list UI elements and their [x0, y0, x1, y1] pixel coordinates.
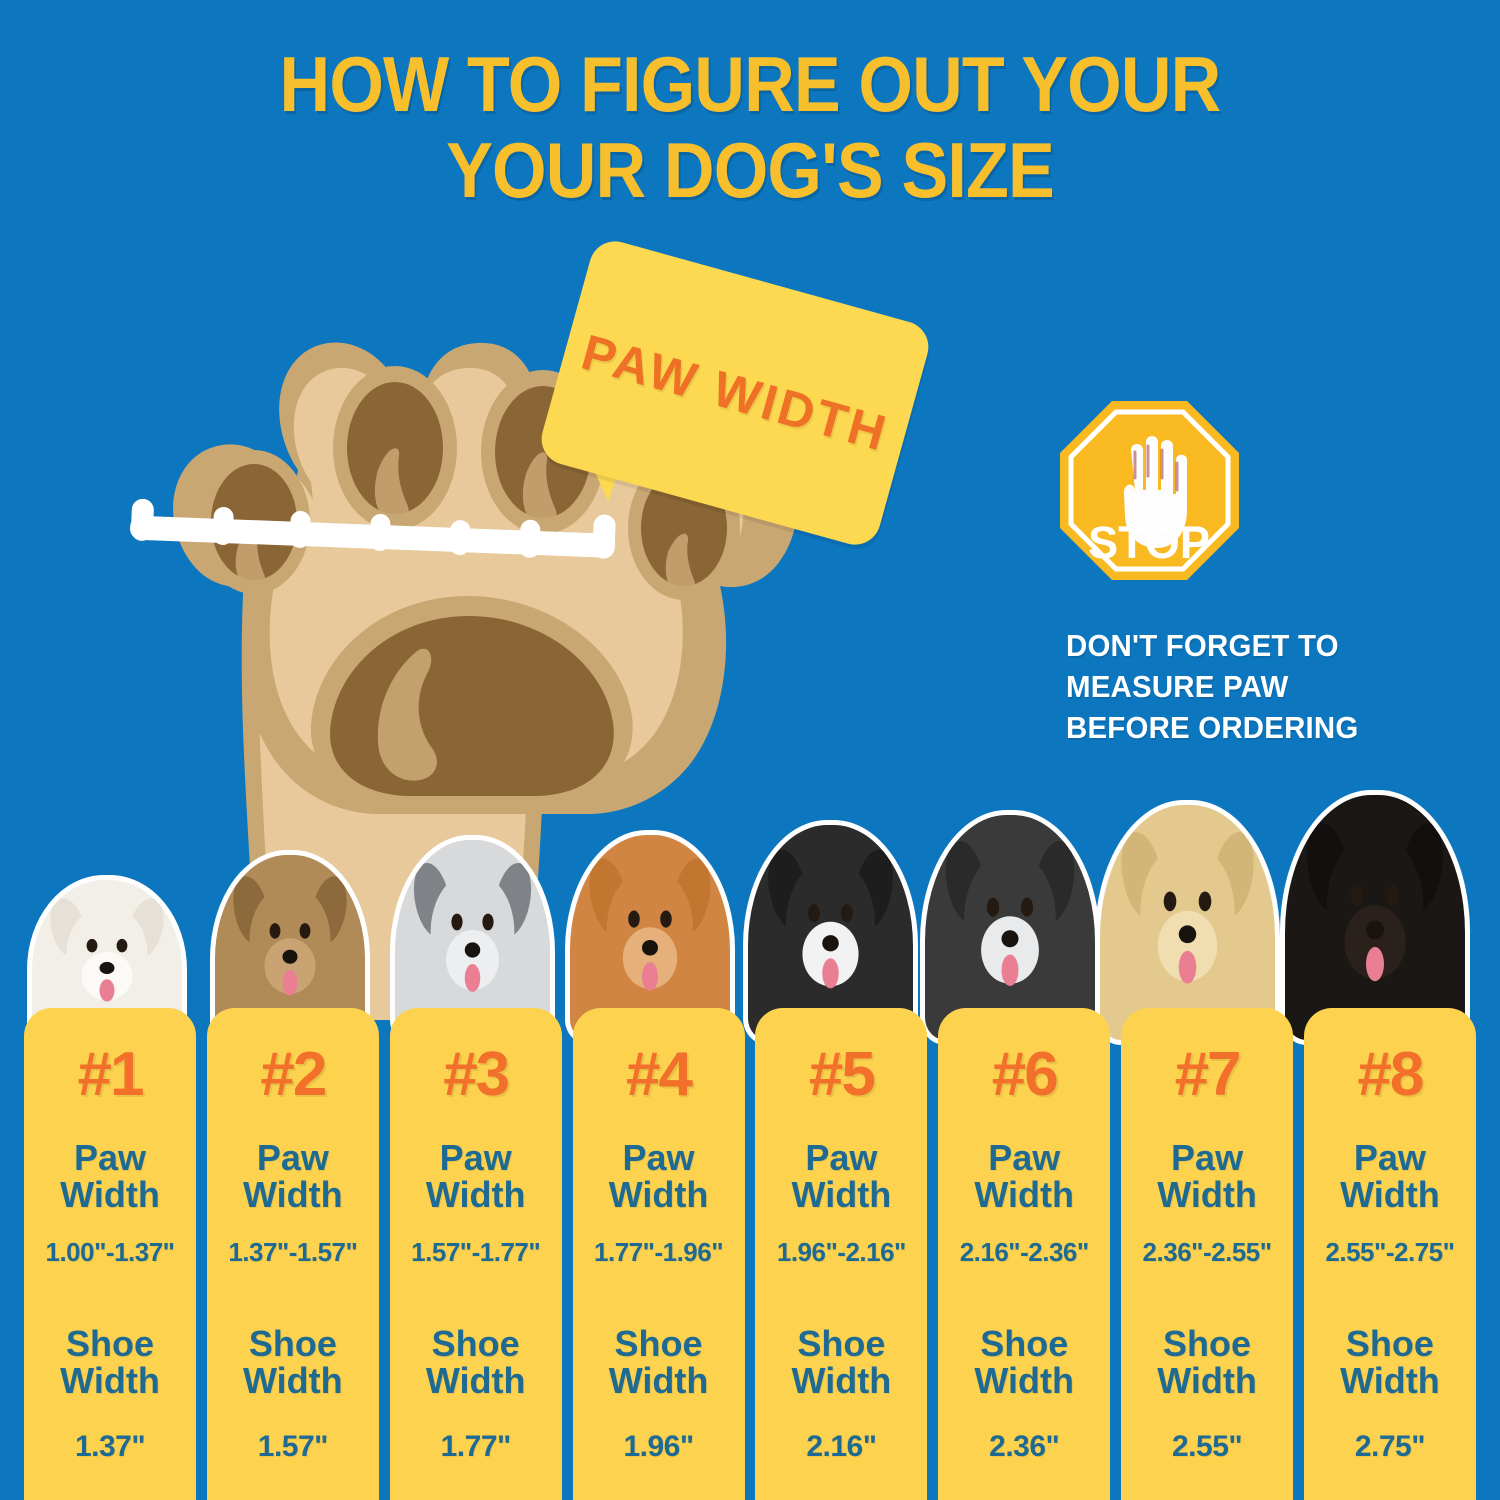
size-card-number: #6	[991, 1040, 1059, 1109]
size-card-3[interactable]: #3 Paw Width 1.57"-1.77" Shoe Width 1.77"	[389, 1008, 562, 1500]
stop-sign-icon: STOP	[1057, 398, 1242, 583]
dog-head-icon	[1303, 823, 1447, 1040]
callout-label: PAW WIDTH	[575, 323, 895, 463]
dog-head-icon	[942, 840, 1078, 1040]
size-card-4[interactable]: #4 Paw Width 1.77"-1.96" Shoe Width 1.96"	[572, 1008, 745, 1500]
size-card-2[interactable]: #2 Paw Width 1.37"-1.57" Shoe Width 1.57"	[206, 1008, 379, 1500]
dog-photo-border-collie	[748, 825, 913, 1040]
dog-head-icon	[47, 898, 167, 1040]
size-card-6[interactable]: #6 Paw Width 2.16"-2.36" Shoe Width 2.36"	[938, 1008, 1111, 1500]
paw-width-label: Paw Width	[608, 1137, 709, 1215]
warning-line-3: BEFORE ORDERING	[1066, 710, 1359, 746]
shoe-width-label: Shoe Width	[1157, 1323, 1257, 1402]
size-card-number: #2	[260, 1040, 327, 1109]
paw-width-range: 1.96"-2.16"	[776, 1237, 907, 1268]
paw-width-label: Paw Width	[425, 1137, 526, 1215]
paw-width-label: Paw Width	[974, 1137, 1075, 1215]
size-card-number: #8	[1357, 1040, 1424, 1109]
page-title: HOW TO FIGURE OUT YOUR YOUR DOG'S SIZE	[0, 40, 1500, 215]
paw-width-range: 1.37"-1.57"	[228, 1237, 358, 1268]
shoe-width-label: Shoe Width	[243, 1323, 343, 1402]
size-card-number: #4	[626, 1040, 693, 1109]
size-card-7[interactable]: #7 Paw Width 2.36"-2.55" Shoe Width 2.55"	[1121, 1008, 1294, 1500]
paw-width-range: 2.16"-2.36"	[959, 1237, 1090, 1268]
shoe-width-value: 1.37"	[74, 1429, 146, 1463]
shoe-width-value: 1.57"	[257, 1429, 329, 1463]
size-card-8[interactable]: #8 Paw Width 2.55"-2.75" Shoe Width 2.75"	[1303, 1008, 1476, 1500]
dog-photo-rottweiler	[1285, 795, 1465, 1040]
shoe-width-label: Shoe Width	[60, 1323, 160, 1402]
paw-width-label: Paw Width	[791, 1137, 892, 1215]
size-card-5[interactable]: #5 Paw Width 1.96"-2.16" Shoe Width 2.16"	[755, 1008, 928, 1500]
dog-head-icon	[1117, 831, 1258, 1040]
size-card-number: #1	[77, 1040, 145, 1109]
size-card-number: #3	[443, 1040, 510, 1109]
shoe-width-value: 2.55"	[1172, 1429, 1243, 1463]
shoe-width-label: Shoe Width	[1340, 1323, 1440, 1402]
dog-photo-golden-retriever	[1100, 805, 1275, 1040]
size-card-number: #7	[1174, 1040, 1242, 1109]
title-line-1: HOW TO FIGURE OUT YOUR	[279, 40, 1222, 128]
shoe-width-value: 1.77"	[440, 1429, 512, 1463]
measure-warning-text: DON'T FORGET TO MEASURE PAW BEFORE ORDER…	[1066, 625, 1446, 749]
shoe-width-value: 2.16"	[806, 1429, 877, 1463]
paw-width-label: Paw Width	[1340, 1137, 1440, 1215]
shoe-width-value: 2.75"	[1354, 1429, 1426, 1463]
ruler-icon	[130, 498, 616, 559]
paw-width-label: Paw Width	[60, 1137, 160, 1215]
size-card-number: #5	[808, 1040, 876, 1109]
shoe-width-label: Shoe Width	[425, 1323, 526, 1402]
title-line-2: YOUR DOG'S SIZE	[446, 126, 1055, 215]
dog-breed-row	[0, 790, 1500, 1040]
raised-hand-icon	[1123, 436, 1187, 548]
paw-width-range: 1.57"-1.77"	[411, 1237, 541, 1268]
paw-width-callout: PAW WIDTH	[535, 235, 935, 551]
warning-line-1: DON'T FORGET TO	[1066, 628, 1339, 663]
warning-line-2: MEASURE PAW	[1066, 669, 1289, 705]
shoe-width-label: Shoe Width	[974, 1323, 1075, 1402]
size-card-1[interactable]: #1 Paw Width 1.00"-1.37" Shoe Width 1.37"	[24, 1008, 196, 1500]
paw-width-label: Paw Width	[243, 1137, 343, 1215]
stop-label: STOP	[1088, 517, 1210, 568]
paw-width-range: 2.55"-2.75"	[1325, 1237, 1455, 1268]
dog-photo-shiba-inu	[570, 835, 730, 1040]
paw-width-range: 1.00"-1.37"	[45, 1237, 175, 1268]
shoe-width-label: Shoe Width	[791, 1323, 892, 1402]
shoe-width-value: 1.96"	[623, 1429, 694, 1463]
dog-photo-husky	[925, 815, 1095, 1040]
shoe-width-label: Shoe Width	[608, 1323, 709, 1402]
shoe-width-value: 2.36"	[989, 1429, 1060, 1463]
paw-width-range: 2.36"-2.55"	[1142, 1237, 1273, 1268]
paw-width-label: Paw Width	[1157, 1137, 1257, 1215]
size-card-list: #1 Paw Width 1.00"-1.37" Shoe Width 1.37" #2 Paw…	[0, 1008, 1500, 1500]
dog-head-icon	[586, 858, 714, 1040]
paw-width-range: 1.77"-1.96"	[594, 1237, 724, 1268]
